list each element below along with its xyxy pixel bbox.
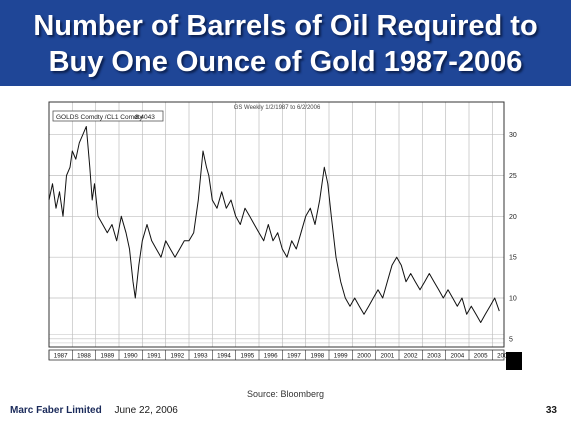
x-tick-label: 1995 xyxy=(240,353,254,360)
x-tick-label: 1998 xyxy=(310,353,324,360)
y-tick-label: 15 xyxy=(509,255,517,262)
x-tick-label: 2005 xyxy=(474,353,488,360)
x-tick-label: 1991 xyxy=(147,353,161,360)
chart-background xyxy=(45,98,528,374)
chart-top-label: GS Weekly 1/2/1987 to 6/2/2006 xyxy=(234,105,321,111)
footer: Marc Faber Limited June 22, 2006 xyxy=(10,405,178,416)
y-tick-label: 5 xyxy=(509,336,513,343)
x-axis-ticks: 1987 1988 1989 1990 1991 1992 1993 1994 1995 1996… xyxy=(48,349,511,361)
y-tick-label: 30 xyxy=(509,132,517,139)
x-tick-label: 1989 xyxy=(100,353,114,360)
title-banner: Number of Barrels of Oil Required to Buy… xyxy=(0,0,571,86)
x-tick-label: 1987 xyxy=(54,353,68,360)
x-tick-label: 2004 xyxy=(450,353,464,360)
series-line xyxy=(48,126,500,323)
plot-frame xyxy=(48,101,505,348)
slide-title-line-1: Number of Barrels of Oil Required to xyxy=(33,10,538,42)
y-axis-ticks: 5 10 15 20 25 30 xyxy=(509,132,517,343)
author-name: Marc Faber Limited xyxy=(10,405,102,416)
y-tick-label: 10 xyxy=(509,296,517,303)
presentation-date: June 22, 2006 xyxy=(114,405,178,416)
x-tick-label: 1994 xyxy=(217,353,231,360)
chart-panel: GS Weekly 1/2/1987 to 6/2/2006 GOLDS Com… xyxy=(45,98,528,374)
x-tick-label: 1993 xyxy=(194,353,208,360)
ratio-line-chart: GS Weekly 1/2/1987 to 6/2/2006 GOLDS Com… xyxy=(45,98,528,374)
x-tick-label: 1992 xyxy=(170,353,184,360)
legend-series-label: GOLDS Comdty /CL1 Comdty xyxy=(56,114,143,121)
slide-title-line-2: Buy One Ounce of Gold 1987-2006 xyxy=(48,46,523,78)
x-tick-label: 1997 xyxy=(287,353,301,360)
source-note: Source: Bloomberg xyxy=(246,389,325,399)
page-number: 33 xyxy=(545,405,557,416)
corner-marker xyxy=(506,352,522,370)
series-layer xyxy=(48,126,500,323)
x-tick-label: 2001 xyxy=(380,353,394,360)
legend-last-value: 8.4043 xyxy=(135,114,155,121)
x-tick-label: 1999 xyxy=(334,353,348,360)
y-tick-label: 25 xyxy=(509,173,517,180)
x-tick-label: 2000 xyxy=(357,353,371,360)
y-tick-label: 20 xyxy=(509,214,517,221)
x-tick-label: 1996 xyxy=(264,353,278,360)
x-tick-label: 2003 xyxy=(427,353,441,360)
legend-box xyxy=(52,110,164,122)
x-tick-label: 2002 xyxy=(404,353,418,360)
x-tick-label: 1988 xyxy=(77,353,91,360)
x-tick-label: 2006 xyxy=(497,353,511,360)
x-tick-label: 1990 xyxy=(124,353,138,360)
